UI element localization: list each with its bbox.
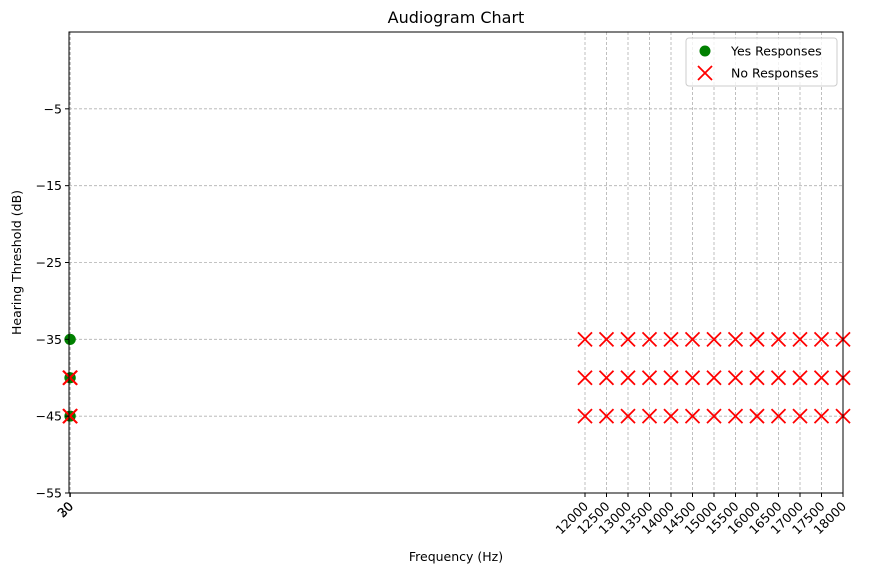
no-response-point: [684, 408, 701, 424]
no-response-point: [577, 408, 593, 424]
no-response-point: [684, 331, 701, 347]
y-tick-label: −35: [36, 332, 62, 347]
y-tick-label: −25: [36, 255, 62, 270]
no-response-point: [727, 370, 744, 386]
no-response-point: [792, 331, 808, 347]
no-response-point: [813, 408, 830, 424]
no-response-point: [62, 408, 78, 424]
legend-entries: Yes Responses No Responses: [697, 44, 822, 81]
no-response-point: [620, 370, 636, 386]
no-response-point: [598, 370, 615, 386]
legend: Yes Responses No Responses: [685, 37, 838, 87]
x-axis-label: Frequency (Hz): [409, 549, 503, 564]
legend-yes-marker: [699, 45, 711, 57]
no-response-point: [62, 370, 78, 386]
y-tick-label: −55: [36, 486, 62, 501]
y-tick-label: −45: [36, 409, 62, 424]
no-response-point: [706, 331, 722, 347]
series-x: [62, 331, 851, 424]
no-response-point: [641, 370, 658, 386]
y-tick-label: −15: [36, 178, 62, 193]
no-response-point: [813, 331, 830, 347]
no-response-point: [749, 408, 765, 424]
no-response-point: [706, 370, 722, 386]
no-response-point: [706, 408, 722, 424]
no-response-point: [684, 370, 701, 386]
no-response-point: [577, 331, 593, 347]
y-axis-label: Hearing Threshold (dB): [9, 190, 24, 335]
no-response-point: [792, 408, 808, 424]
no-response-point: [598, 331, 615, 347]
data-marks: [62, 331, 851, 424]
no-response-point: [770, 408, 787, 424]
legend-box: [685, 37, 838, 87]
no-response-point: [620, 331, 636, 347]
legend-no-marker: [697, 65, 713, 81]
no-response-point: [749, 331, 765, 347]
no-response-point: [770, 370, 787, 386]
no-response-point: [663, 408, 679, 424]
no-response-point: [727, 331, 744, 347]
no-response-point: [663, 370, 679, 386]
no-response-point: [663, 331, 679, 347]
no-response-point: [792, 370, 808, 386]
no-response-point: [727, 408, 744, 424]
no-response-point: [813, 370, 830, 386]
no-response-point: [620, 408, 636, 424]
no-response-point: [641, 408, 658, 424]
legend-label: No Responses: [731, 66, 819, 81]
no-response-point: [577, 370, 593, 386]
no-response-point: [749, 370, 765, 386]
no-response-point: [641, 331, 658, 347]
y-tick-label: −5: [44, 101, 62, 116]
yes-response-point: [64, 333, 76, 345]
no-response-point: [598, 408, 615, 424]
no-response-point: [770, 331, 787, 347]
chart-title: Audiogram Chart: [388, 8, 525, 27]
legend-label: Yes Responses: [730, 44, 822, 59]
